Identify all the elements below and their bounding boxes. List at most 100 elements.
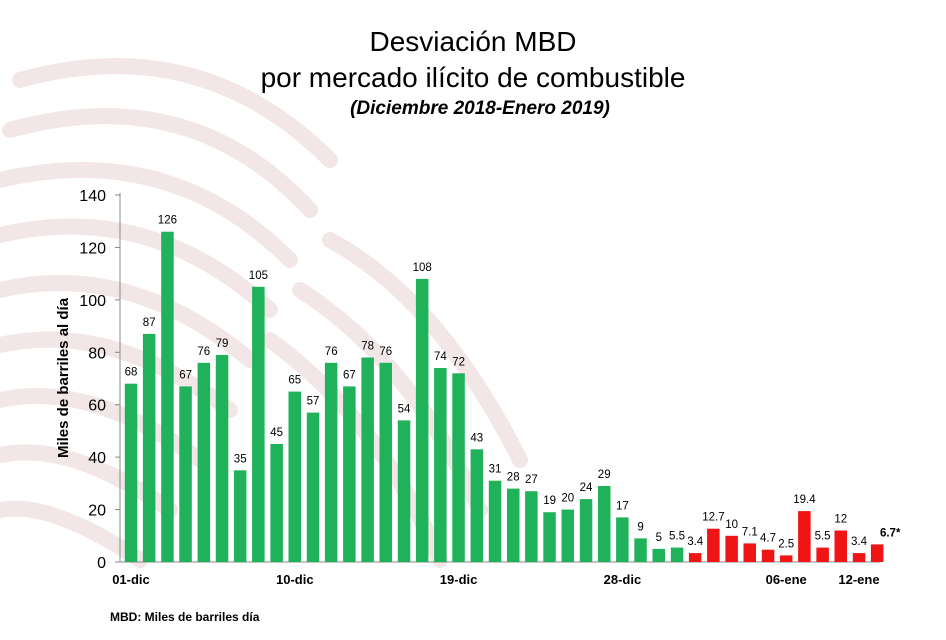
data-label: 105: [249, 270, 268, 282]
y-tick-label: 40: [88, 450, 106, 467]
chart-title: Desviación MBD: [369, 26, 577, 57]
y-tick-label: 0: [97, 555, 106, 572]
data-label: 74: [434, 351, 447, 363]
bar: [270, 444, 283, 562]
y-tick-label: 80: [88, 345, 106, 362]
data-label: 28: [507, 472, 520, 484]
data-label: 4.7: [760, 533, 776, 545]
bar: [598, 486, 611, 562]
data-label: 54: [398, 403, 411, 415]
footnote: MBD: Miles de barriles día: [110, 610, 260, 624]
data-label: 12: [834, 514, 847, 526]
y-tick-label: 60: [88, 398, 106, 415]
x-tick-label: 19-dic: [440, 572, 478, 587]
bar: [361, 357, 374, 562]
bar: [488, 480, 502, 562]
bar: [124, 383, 138, 562]
bar: [743, 543, 756, 562]
bar: [852, 553, 866, 562]
data-label: 67: [343, 369, 356, 381]
bar: [142, 333, 156, 562]
bar: [870, 544, 884, 562]
y-tick-label: 120: [79, 240, 106, 257]
bar: [725, 535, 738, 562]
bar: [834, 530, 847, 562]
data-label: 19.4: [793, 494, 816, 506]
x-tick-label: 12-ene: [838, 572, 879, 587]
bar: [816, 547, 829, 562]
data-label: 12.7: [702, 512, 724, 524]
bar: [252, 286, 265, 563]
data-label: 45: [270, 427, 283, 439]
bar: [288, 391, 301, 562]
data-label: 27: [525, 474, 538, 486]
bar: [561, 509, 574, 562]
data-label: 5: [656, 532, 662, 544]
data-label: 3.4: [851, 536, 868, 548]
x-tick-label: 06-ene: [766, 572, 807, 587]
chart-subtitle: (Diciembre 2018-Enero 2019): [350, 98, 610, 119]
data-label: 17: [616, 500, 629, 512]
bar: [161, 231, 174, 562]
data-label: 67: [179, 369, 192, 381]
data-label: 68: [125, 367, 138, 379]
chart-title-line2: por mercado ilícito de combustible: [260, 62, 686, 93]
eagle-watermark-icon: [0, 58, 528, 568]
bar: [343, 386, 356, 562]
bar: [761, 549, 775, 562]
data-label: 5.5: [815, 531, 831, 543]
bar: [652, 548, 665, 562]
bar: [525, 491, 538, 562]
bar: [707, 528, 720, 562]
data-label: 7.1: [742, 526, 758, 538]
data-label: 24: [580, 482, 593, 494]
data-label: 78: [361, 341, 374, 353]
data-label: 6.7*: [880, 527, 901, 539]
x-tick-label: 28-dic: [604, 572, 642, 587]
bar: [324, 362, 338, 562]
bar: [798, 511, 811, 562]
bar: [197, 362, 211, 562]
bar: [415, 278, 429, 562]
bar: [670, 547, 684, 562]
y-tick-label: 20: [88, 503, 106, 520]
data-label: 20: [561, 493, 574, 505]
data-label: 65: [288, 375, 301, 387]
data-label: 87: [143, 317, 156, 329]
data-label: 76: [197, 346, 210, 358]
data-label: 9: [637, 521, 643, 533]
x-tick-label: 01-dic: [112, 572, 150, 587]
bar: [452, 373, 465, 562]
y-tick-label: 100: [79, 293, 106, 310]
bar: [634, 538, 647, 562]
data-label: 108: [413, 262, 432, 274]
bar: [470, 449, 484, 562]
bar: [179, 386, 192, 562]
bar: [306, 412, 320, 562]
data-label: 126: [158, 215, 177, 227]
bar: [233, 470, 247, 563]
data-label: 10: [725, 519, 738, 531]
data-label: 3.4: [687, 536, 704, 548]
bar: [215, 354, 229, 562]
data-label: 72: [452, 356, 465, 368]
data-label: 29: [598, 469, 611, 481]
data-label: 57: [307, 396, 320, 408]
bar: [379, 362, 392, 562]
data-label: 35: [234, 453, 247, 465]
x-tick-label: 10-dic: [276, 572, 314, 587]
bar: [616, 517, 629, 562]
bar: [543, 512, 556, 562]
data-label: 79: [216, 338, 229, 350]
bar: [397, 420, 411, 562]
data-label: 5.5: [669, 531, 685, 543]
data-label: 31: [489, 464, 502, 476]
data-label: 2.5: [778, 538, 794, 550]
data-label: 19: [543, 495, 556, 507]
bar: [434, 368, 447, 562]
bar: [507, 488, 520, 562]
bar: [779, 555, 793, 562]
data-label: 43: [470, 432, 483, 444]
bar: [688, 553, 702, 562]
